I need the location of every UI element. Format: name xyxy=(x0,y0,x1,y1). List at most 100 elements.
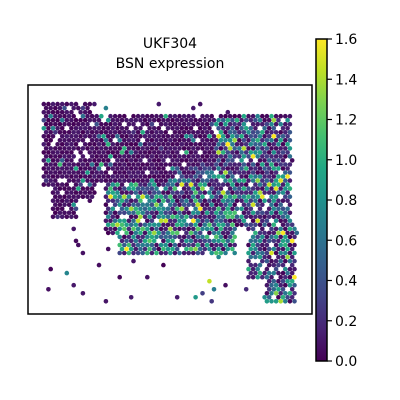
expression-spot xyxy=(285,222,290,228)
expression-spot xyxy=(250,202,256,207)
expression-spot xyxy=(53,202,58,207)
expression-spot xyxy=(230,246,235,252)
expression-spot xyxy=(135,178,141,183)
expression-spot xyxy=(59,198,65,203)
expression-spot xyxy=(145,218,150,224)
expression-spot xyxy=(174,295,180,300)
expression-spot xyxy=(264,299,270,304)
expression-spot xyxy=(145,194,150,199)
expression-spot xyxy=(108,146,113,151)
expression-spot xyxy=(216,230,221,236)
expression-spot xyxy=(87,101,93,107)
expression-spot xyxy=(257,150,263,155)
expression-spot xyxy=(200,291,205,296)
expression-spot xyxy=(119,166,125,171)
expression-spot xyxy=(138,134,143,139)
expression-spot xyxy=(241,170,247,175)
expression-spot xyxy=(55,142,60,147)
expression-spot xyxy=(280,142,286,147)
expression-spot xyxy=(246,186,251,191)
expression-spot xyxy=(142,182,148,187)
expression-spot xyxy=(48,105,53,111)
expression-spot xyxy=(184,238,189,244)
expression-spot xyxy=(59,158,65,163)
expression-spot xyxy=(80,105,86,111)
expression-spot xyxy=(278,282,284,288)
expression-spot xyxy=(211,134,217,139)
expression-spot xyxy=(204,138,210,143)
expression-spot xyxy=(243,134,249,139)
expression-spot xyxy=(108,130,113,135)
expression-spot xyxy=(43,154,49,159)
expression-spot xyxy=(131,250,136,256)
expression-spot xyxy=(223,178,228,183)
expression-spot xyxy=(112,178,118,183)
expression-spot xyxy=(273,162,279,167)
expression-spot xyxy=(239,117,244,123)
expression-spot xyxy=(230,206,235,212)
expression-spot xyxy=(216,150,221,155)
expression-spot xyxy=(285,198,290,203)
expression-spot xyxy=(209,299,214,304)
expression-spot xyxy=(220,214,226,220)
expression-spot xyxy=(257,230,263,236)
expression-spot xyxy=(101,174,106,179)
expression-spot xyxy=(161,206,166,212)
expression-spot xyxy=(131,258,136,264)
expression-spot xyxy=(289,262,295,268)
expression-spot xyxy=(96,150,102,155)
expression-spot xyxy=(207,198,212,203)
expression-spot xyxy=(211,230,217,236)
expression-spot xyxy=(280,238,286,244)
expression-spot xyxy=(128,117,134,123)
expression-spot xyxy=(59,182,65,187)
expression-spot xyxy=(170,174,175,179)
expression-spot xyxy=(248,117,254,123)
expression-spot xyxy=(48,121,53,127)
expression-spot xyxy=(170,166,175,171)
expression-spot xyxy=(211,158,217,163)
expression-spot xyxy=(101,158,106,163)
expression-spot xyxy=(131,202,136,207)
expression-spot xyxy=(158,113,164,119)
expression-spot xyxy=(266,278,272,284)
expression-spot xyxy=(257,262,263,268)
expression-spot xyxy=(177,194,182,199)
expression-spot xyxy=(64,214,70,220)
expression-spot xyxy=(78,182,83,187)
expression-spot xyxy=(250,250,256,256)
expression-spot xyxy=(257,206,263,212)
expression-spot xyxy=(135,194,141,199)
expression-spot xyxy=(289,246,295,252)
expression-spot xyxy=(140,194,145,199)
expression-spot xyxy=(101,126,106,131)
expression-spot xyxy=(177,154,182,159)
expression-spot xyxy=(209,242,214,248)
expression-spot xyxy=(186,138,191,143)
expression-spot xyxy=(200,113,205,119)
expression-spot xyxy=(223,242,228,248)
expression-spot xyxy=(165,150,171,155)
expression-spot xyxy=(99,146,104,151)
expression-spot xyxy=(209,162,214,167)
expression-spot xyxy=(273,282,279,288)
expression-spot xyxy=(287,291,293,296)
expression-spot xyxy=(174,166,180,171)
expression-spot xyxy=(234,117,240,123)
expression-spot xyxy=(57,130,63,135)
expression-spot xyxy=(122,242,127,248)
expression-spot xyxy=(253,270,258,276)
expression-spot xyxy=(112,154,118,159)
expression-spot xyxy=(248,222,254,228)
expression-spot xyxy=(48,178,53,183)
expression-spot xyxy=(177,121,182,127)
expression-spot xyxy=(202,117,208,123)
expression-spot xyxy=(195,121,201,127)
expression-spot xyxy=(149,138,155,143)
expression-spot xyxy=(94,138,99,143)
expression-spot xyxy=(253,166,258,171)
expression-spot xyxy=(200,138,205,143)
expression-spot xyxy=(266,222,272,228)
expression-spot xyxy=(145,178,150,183)
expression-spot xyxy=(135,162,141,167)
